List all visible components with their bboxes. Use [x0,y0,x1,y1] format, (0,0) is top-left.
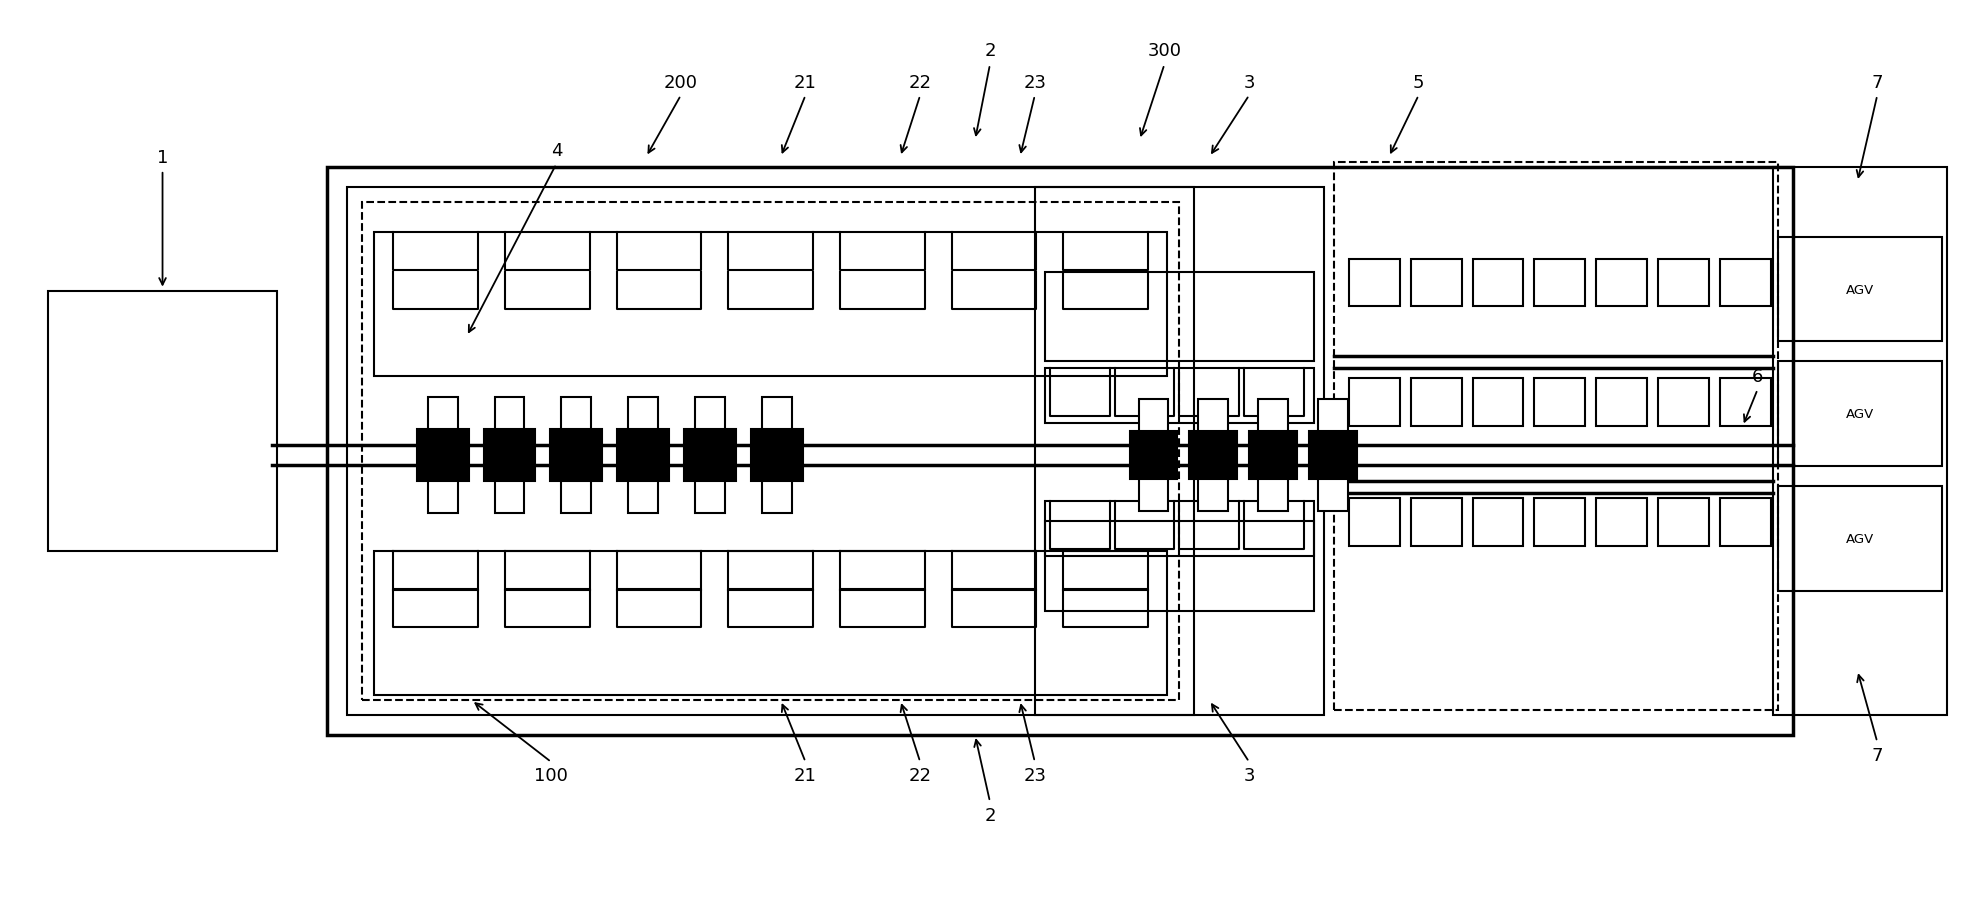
Bar [1411,260,1462,307]
Bar [1472,260,1524,307]
Text: 100: 100 [534,766,568,784]
Bar [617,430,669,481]
Bar [495,398,524,430]
Bar [1534,379,1585,426]
Bar [1199,479,1229,511]
Bar [1045,369,1314,424]
Bar [1658,498,1708,546]
Text: 21: 21 [794,766,817,784]
Bar [374,232,1168,377]
Bar [1720,498,1771,546]
Bar [1035,188,1324,715]
Bar [1777,486,1941,591]
Bar [1411,379,1462,426]
Bar [1138,479,1168,511]
Text: 7: 7 [1872,74,1884,92]
Bar [1534,498,1585,546]
Bar [1472,498,1524,546]
Bar [1045,501,1314,556]
Bar [1597,379,1647,426]
Bar [1597,260,1647,307]
Bar [1472,379,1524,426]
Bar [427,398,457,430]
Text: 23: 23 [1023,74,1047,92]
Bar [1199,400,1229,432]
Bar [1189,432,1237,479]
Text: 2: 2 [984,42,995,60]
Bar [762,398,792,430]
Bar [1720,379,1771,426]
Bar [1720,260,1771,307]
Bar [627,481,657,513]
Bar [418,430,469,481]
Bar [374,551,1168,695]
Bar [1777,362,1941,466]
Bar [1259,479,1288,511]
Text: 22: 22 [908,766,932,784]
Bar [750,430,803,481]
Bar [427,481,457,513]
Bar [695,481,724,513]
Text: 21: 21 [794,74,817,92]
Text: AGV: AGV [1846,283,1874,296]
Text: 23: 23 [1023,766,1047,784]
Bar [1773,168,1947,715]
Bar [1350,498,1399,546]
Bar [627,398,657,430]
Bar [1249,432,1296,479]
Bar [1318,479,1348,511]
Bar [1534,260,1585,307]
Bar [1045,272,1314,362]
Bar [1777,238,1941,342]
Text: AGV: AGV [1846,532,1874,545]
Text: 22: 22 [908,74,932,92]
Text: 1: 1 [156,148,168,167]
Bar [1658,260,1708,307]
Bar [1411,498,1462,546]
Bar [327,168,1793,735]
Text: AGV: AGV [1846,408,1874,421]
Text: 4: 4 [550,142,562,159]
Bar [1597,498,1647,546]
Bar [685,430,736,481]
Bar [495,481,524,513]
Text: 3: 3 [1243,74,1255,92]
Text: 5: 5 [1413,74,1425,92]
Text: 2: 2 [984,806,995,824]
Bar [562,398,592,430]
Bar [1130,432,1178,479]
Text: 200: 200 [663,74,699,92]
Bar [562,481,592,513]
Bar [1350,260,1399,307]
Bar [1334,163,1777,711]
Bar [346,188,1195,715]
Text: 7: 7 [1872,746,1884,764]
Bar [1318,400,1348,432]
Bar [1045,521,1314,611]
Bar [483,430,536,481]
Bar [1259,400,1288,432]
Bar [1658,379,1708,426]
Bar [362,202,1179,701]
Text: 300: 300 [1148,42,1181,60]
Bar [1308,432,1358,479]
Text: 3: 3 [1243,766,1255,784]
Bar [762,481,792,513]
Bar [1138,400,1168,432]
Bar [1350,379,1399,426]
Bar [47,292,277,551]
Bar [550,430,602,481]
Text: 6: 6 [1751,368,1763,386]
Bar [695,398,724,430]
